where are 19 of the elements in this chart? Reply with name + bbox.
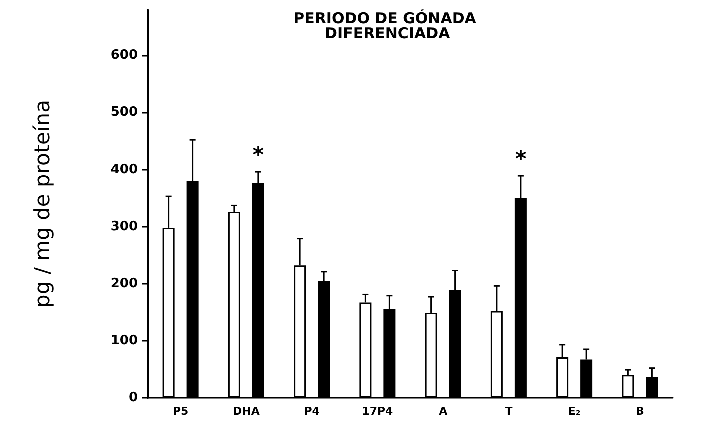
x-tick-label: 17P4 (362, 405, 394, 418)
x-tick-label: DHA (233, 405, 260, 418)
x-tick-label: T (505, 405, 514, 418)
x-tick-label: B (636, 405, 644, 418)
x-tick-label: P5 (172, 405, 189, 418)
data-label: * (252, 144, 265, 169)
y-tick-label: 400 (110, 162, 138, 178)
y-tick-label: 100 (110, 333, 138, 348)
y-tick-label: 200 (110, 276, 138, 292)
text: PERIODO DE GÓNADA DIFERENCIADA (294, 10, 477, 42)
data-label: * (515, 148, 528, 173)
y-axis-title: pg / mg de proteína (30, 100, 54, 308)
x-tick-label: A (439, 405, 448, 418)
y-tick-label: 300 (110, 219, 138, 234)
x-tick-label: P4 (304, 405, 320, 418)
y-tick-label: 500 (110, 105, 138, 120)
y-tick-label: 0 (128, 390, 138, 406)
y-tick-label: 600 (110, 48, 138, 64)
x-tick-label: E₂ (568, 405, 581, 418)
